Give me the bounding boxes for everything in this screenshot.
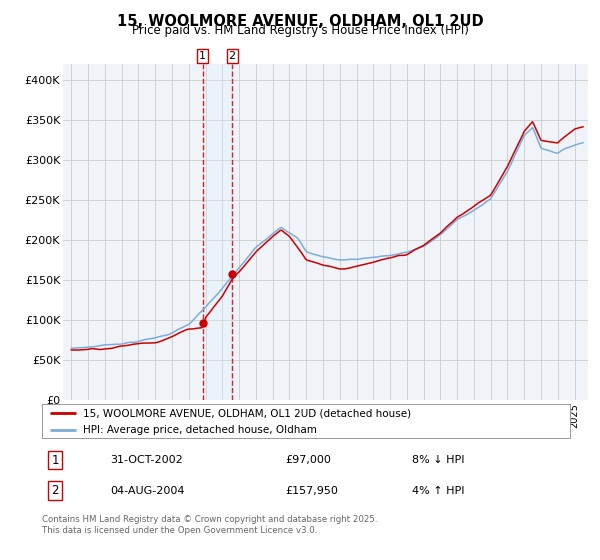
Text: Contains HM Land Registry data © Crown copyright and database right 2025.
This d: Contains HM Land Registry data © Crown c… bbox=[42, 515, 377, 535]
Text: £157,950: £157,950 bbox=[285, 486, 338, 496]
Bar bbox=[203, 64, 232, 400]
Text: HPI: Average price, detached house, Oldham: HPI: Average price, detached house, Oldh… bbox=[83, 424, 317, 435]
Text: 04-AUG-2004: 04-AUG-2004 bbox=[110, 486, 185, 496]
Text: 2: 2 bbox=[52, 484, 59, 497]
Text: Price paid vs. HM Land Registry's House Price Index (HPI): Price paid vs. HM Land Registry's House … bbox=[131, 24, 469, 37]
Text: 15, WOOLMORE AVENUE, OLDHAM, OL1 2UD (detached house): 15, WOOLMORE AVENUE, OLDHAM, OL1 2UD (de… bbox=[83, 408, 412, 418]
Text: 31-OCT-2002: 31-OCT-2002 bbox=[110, 455, 184, 465]
Text: 1: 1 bbox=[199, 51, 206, 61]
Text: 2: 2 bbox=[229, 51, 236, 61]
Text: 8% ↓ HPI: 8% ↓ HPI bbox=[412, 455, 464, 465]
Text: £97,000: £97,000 bbox=[285, 455, 331, 465]
Text: 15, WOOLMORE AVENUE, OLDHAM, OL1 2UD: 15, WOOLMORE AVENUE, OLDHAM, OL1 2UD bbox=[116, 14, 484, 29]
Text: 4% ↑ HPI: 4% ↑ HPI bbox=[412, 486, 464, 496]
Text: 1: 1 bbox=[52, 454, 59, 466]
